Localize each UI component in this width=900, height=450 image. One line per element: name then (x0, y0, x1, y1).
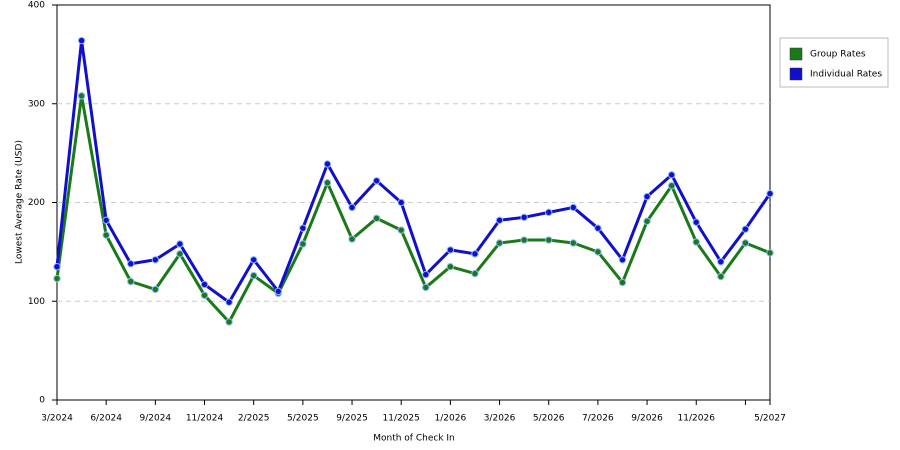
data-point (545, 236, 553, 244)
data-point (397, 226, 405, 234)
y-tick-label: 300 (28, 99, 45, 109)
data-point (299, 224, 307, 232)
data-point (594, 248, 602, 256)
data-point (127, 277, 135, 286)
data-point (495, 239, 504, 247)
data-point (77, 36, 86, 45)
data-point (643, 192, 651, 201)
legend-swatch (789, 67, 803, 81)
data-point (594, 224, 602, 232)
data-point (249, 271, 258, 280)
y-tick-label: 400 (28, 1, 45, 11)
data-point (717, 272, 725, 281)
y-tick-label: 200 (28, 198, 45, 208)
series-line (55, 94, 771, 324)
data-point (249, 256, 258, 264)
x-tick-label: 11/2026 (678, 414, 716, 424)
x-tick-label: 2/2025 (238, 414, 270, 424)
data-point (692, 218, 700, 226)
data-point (471, 250, 479, 258)
data-point (397, 198, 405, 207)
data-point (545, 208, 553, 217)
data-point (274, 287, 282, 296)
data-point (77, 92, 86, 100)
legend-swatch (789, 47, 803, 61)
data-point (618, 256, 627, 264)
x-tick-label: 11/2024 (186, 414, 224, 424)
legend-label: Group Rates (810, 50, 866, 60)
legend-label: Individual Rates (810, 70, 882, 80)
data-point (422, 283, 430, 292)
data-point (667, 171, 676, 179)
data-point (53, 274, 61, 283)
data-point (299, 240, 307, 248)
data-point (643, 217, 651, 225)
data-point (741, 239, 750, 247)
x-tick-label: 7/2026 (582, 414, 614, 424)
data-point (446, 246, 455, 254)
x-tick-label: 5/2026 (533, 414, 565, 424)
data-point (348, 203, 356, 212)
data-point (225, 318, 233, 326)
data-point (176, 240, 184, 248)
data-point (348, 235, 356, 243)
x-tick-label: 9/2025 (336, 414, 368, 424)
data-point (151, 285, 160, 294)
x-axis-label: Month of Check In (373, 434, 455, 444)
data-point (372, 177, 381, 185)
data-point (520, 213, 528, 222)
x-tick-label: 6/2024 (90, 414, 122, 424)
data-point (127, 260, 135, 268)
data-point (569, 203, 578, 212)
data-point (372, 214, 381, 223)
x-tick-label: 5/2025 (287, 414, 319, 424)
x-tick-label: 3/2024 (41, 414, 73, 424)
data-point (53, 262, 61, 271)
data-point (618, 278, 627, 287)
data-point (200, 291, 209, 300)
data-point (766, 189, 774, 198)
data-point (422, 270, 430, 279)
x-tick-label: 11/2025 (383, 414, 420, 424)
data-point (176, 250, 184, 258)
data-point (323, 179, 332, 187)
x-tick-label: 9/2026 (631, 414, 663, 424)
data-point (495, 216, 504, 224)
y-tick-label: 0 (39, 396, 45, 406)
data-point (102, 216, 110, 224)
data-point (151, 256, 160, 264)
data-point (766, 249, 774, 257)
data-point (569, 239, 578, 247)
x-tick-label: 5/2027 (754, 414, 786, 424)
data-point (446, 262, 455, 271)
y-tick-label: 100 (28, 297, 45, 307)
data-point (102, 231, 110, 239)
data-point (692, 238, 700, 246)
data-point (323, 160, 332, 168)
x-tick-label: 3/2026 (484, 414, 516, 424)
series-line (55, 39, 772, 304)
data-point (717, 258, 725, 266)
data-point (520, 236, 528, 244)
data-point (741, 225, 750, 233)
x-tick-label: 1/2026 (435, 414, 467, 424)
data-point (200, 280, 209, 289)
x-tick-label: 9/2024 (140, 414, 172, 424)
data-point (225, 298, 233, 306)
data-point (471, 269, 479, 278)
y-axis-label: Lowest Average Rate (USD) (15, 140, 25, 264)
data-point (667, 182, 676, 190)
